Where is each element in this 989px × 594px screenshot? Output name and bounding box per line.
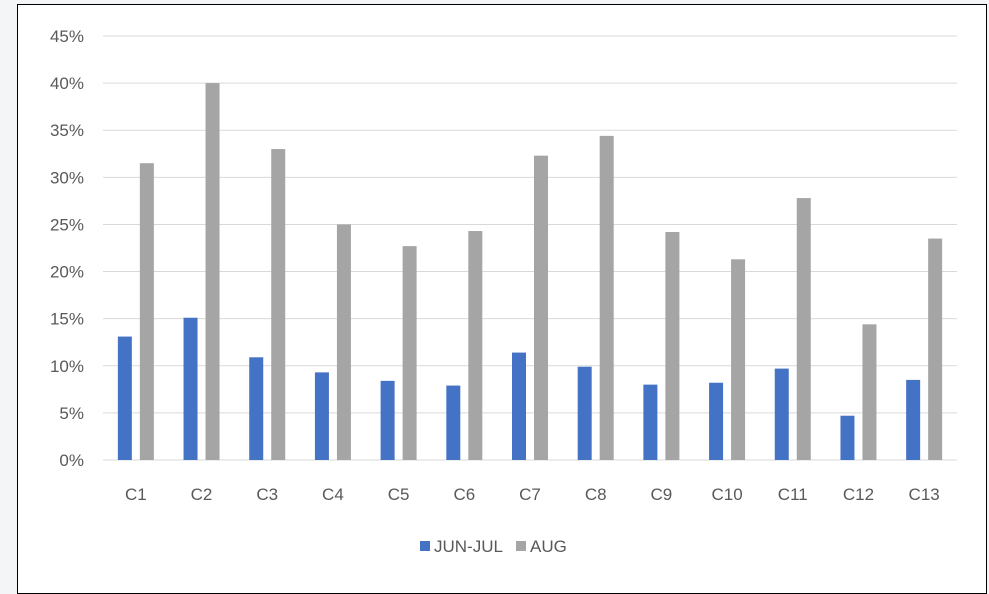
legend-swatch-jun-jul — [420, 541, 430, 551]
bars — [117, 83, 943, 461]
y-tick-label: 40% — [50, 74, 84, 93]
bar-jun-jul-c13 — [906, 379, 921, 460]
x-tick-label: C2 — [191, 485, 213, 504]
y-tick-label: 35% — [50, 121, 84, 140]
y-tick-label: 10% — [50, 357, 84, 376]
bar-aug-c11 — [796, 198, 811, 460]
bar-aug-c7 — [534, 155, 548, 460]
bar-aug-c10 — [731, 259, 746, 460]
x-tick-label: C13 — [909, 485, 940, 504]
x-tick-label: C11 — [778, 485, 808, 504]
bar-jun-jul-c4 — [314, 372, 329, 460]
bar-aug-c1 — [139, 163, 154, 460]
bar-aug-c9 — [665, 231, 680, 460]
bar-aug-c5 — [402, 246, 417, 460]
x-tick-label: C5 — [388, 485, 410, 504]
y-tick-label: 30% — [50, 168, 84, 187]
bar-aug-c2 — [205, 83, 220, 460]
x-tick-label: C7 — [519, 485, 541, 504]
bar-jun-jul-c10 — [709, 382, 724, 460]
bar-aug-c3 — [271, 149, 286, 461]
y-tick-label: 25% — [50, 215, 84, 234]
bar-aug-c4 — [336, 224, 351, 460]
legend-label: AUG — [530, 537, 567, 556]
y-tick-label: 5% — [59, 404, 84, 423]
bar-jun-jul-c1 — [117, 336, 132, 460]
legend: JUN-JUL AUG — [420, 537, 567, 556]
y-tick-label: 20% — [50, 263, 84, 282]
gridlines — [103, 35, 957, 461]
legend-swatch-aug — [516, 541, 526, 551]
y-tick-label: 15% — [50, 310, 84, 329]
x-tick-label: C10 — [711, 485, 742, 504]
bar-jun-jul-c3 — [249, 357, 264, 460]
x-tick-label: C6 — [453, 485, 475, 504]
x-tick-label: C1 — [125, 485, 147, 504]
x-tick-label: C12 — [843, 485, 874, 504]
bar-chart: 0%5%10%15%20%25%30%35%40%45% C1 C2 C3 C4 C5 C… — [50, 27, 957, 556]
x-tick-label: C3 — [256, 485, 278, 504]
bar-jun-jul-c12 — [840, 415, 855, 460]
x-tick-label: C9 — [651, 485, 673, 504]
bar-aug-c13 — [928, 238, 943, 460]
bar-jun-jul-c5 — [380, 380, 395, 460]
bar-jun-jul-c7 — [512, 352, 526, 460]
bar-jun-jul-c8 — [577, 366, 592, 460]
bar-aug-c6 — [468, 231, 483, 460]
chart-frame — [17, 4, 987, 594]
y-tick-label: 0% — [59, 451, 84, 470]
bar-aug-c8 — [599, 135, 614, 460]
x-axis-ticks: C1 C2 C3 C4 C5 C6 C7 C8 C9 C10 C11 C12 C13 — [125, 485, 940, 504]
x-tick-label: C8 — [585, 485, 607, 504]
x-tick-label: C4 — [322, 485, 344, 504]
y-tick-label: 45% — [50, 27, 84, 46]
bar-jun-jul-c2 — [183, 317, 198, 460]
bar-jun-jul-c11 — [774, 368, 789, 460]
bar-aug-c12 — [862, 324, 877, 460]
bar-jun-jul-c9 — [643, 384, 658, 460]
y-axis-ticks: 0% 5% 10% 15% 20% 25% 30% 35% 40% 45% — [50, 27, 84, 470]
legend-label: JUN-JUL — [434, 537, 503, 556]
bar-jun-jul-c6 — [446, 385, 461, 460]
